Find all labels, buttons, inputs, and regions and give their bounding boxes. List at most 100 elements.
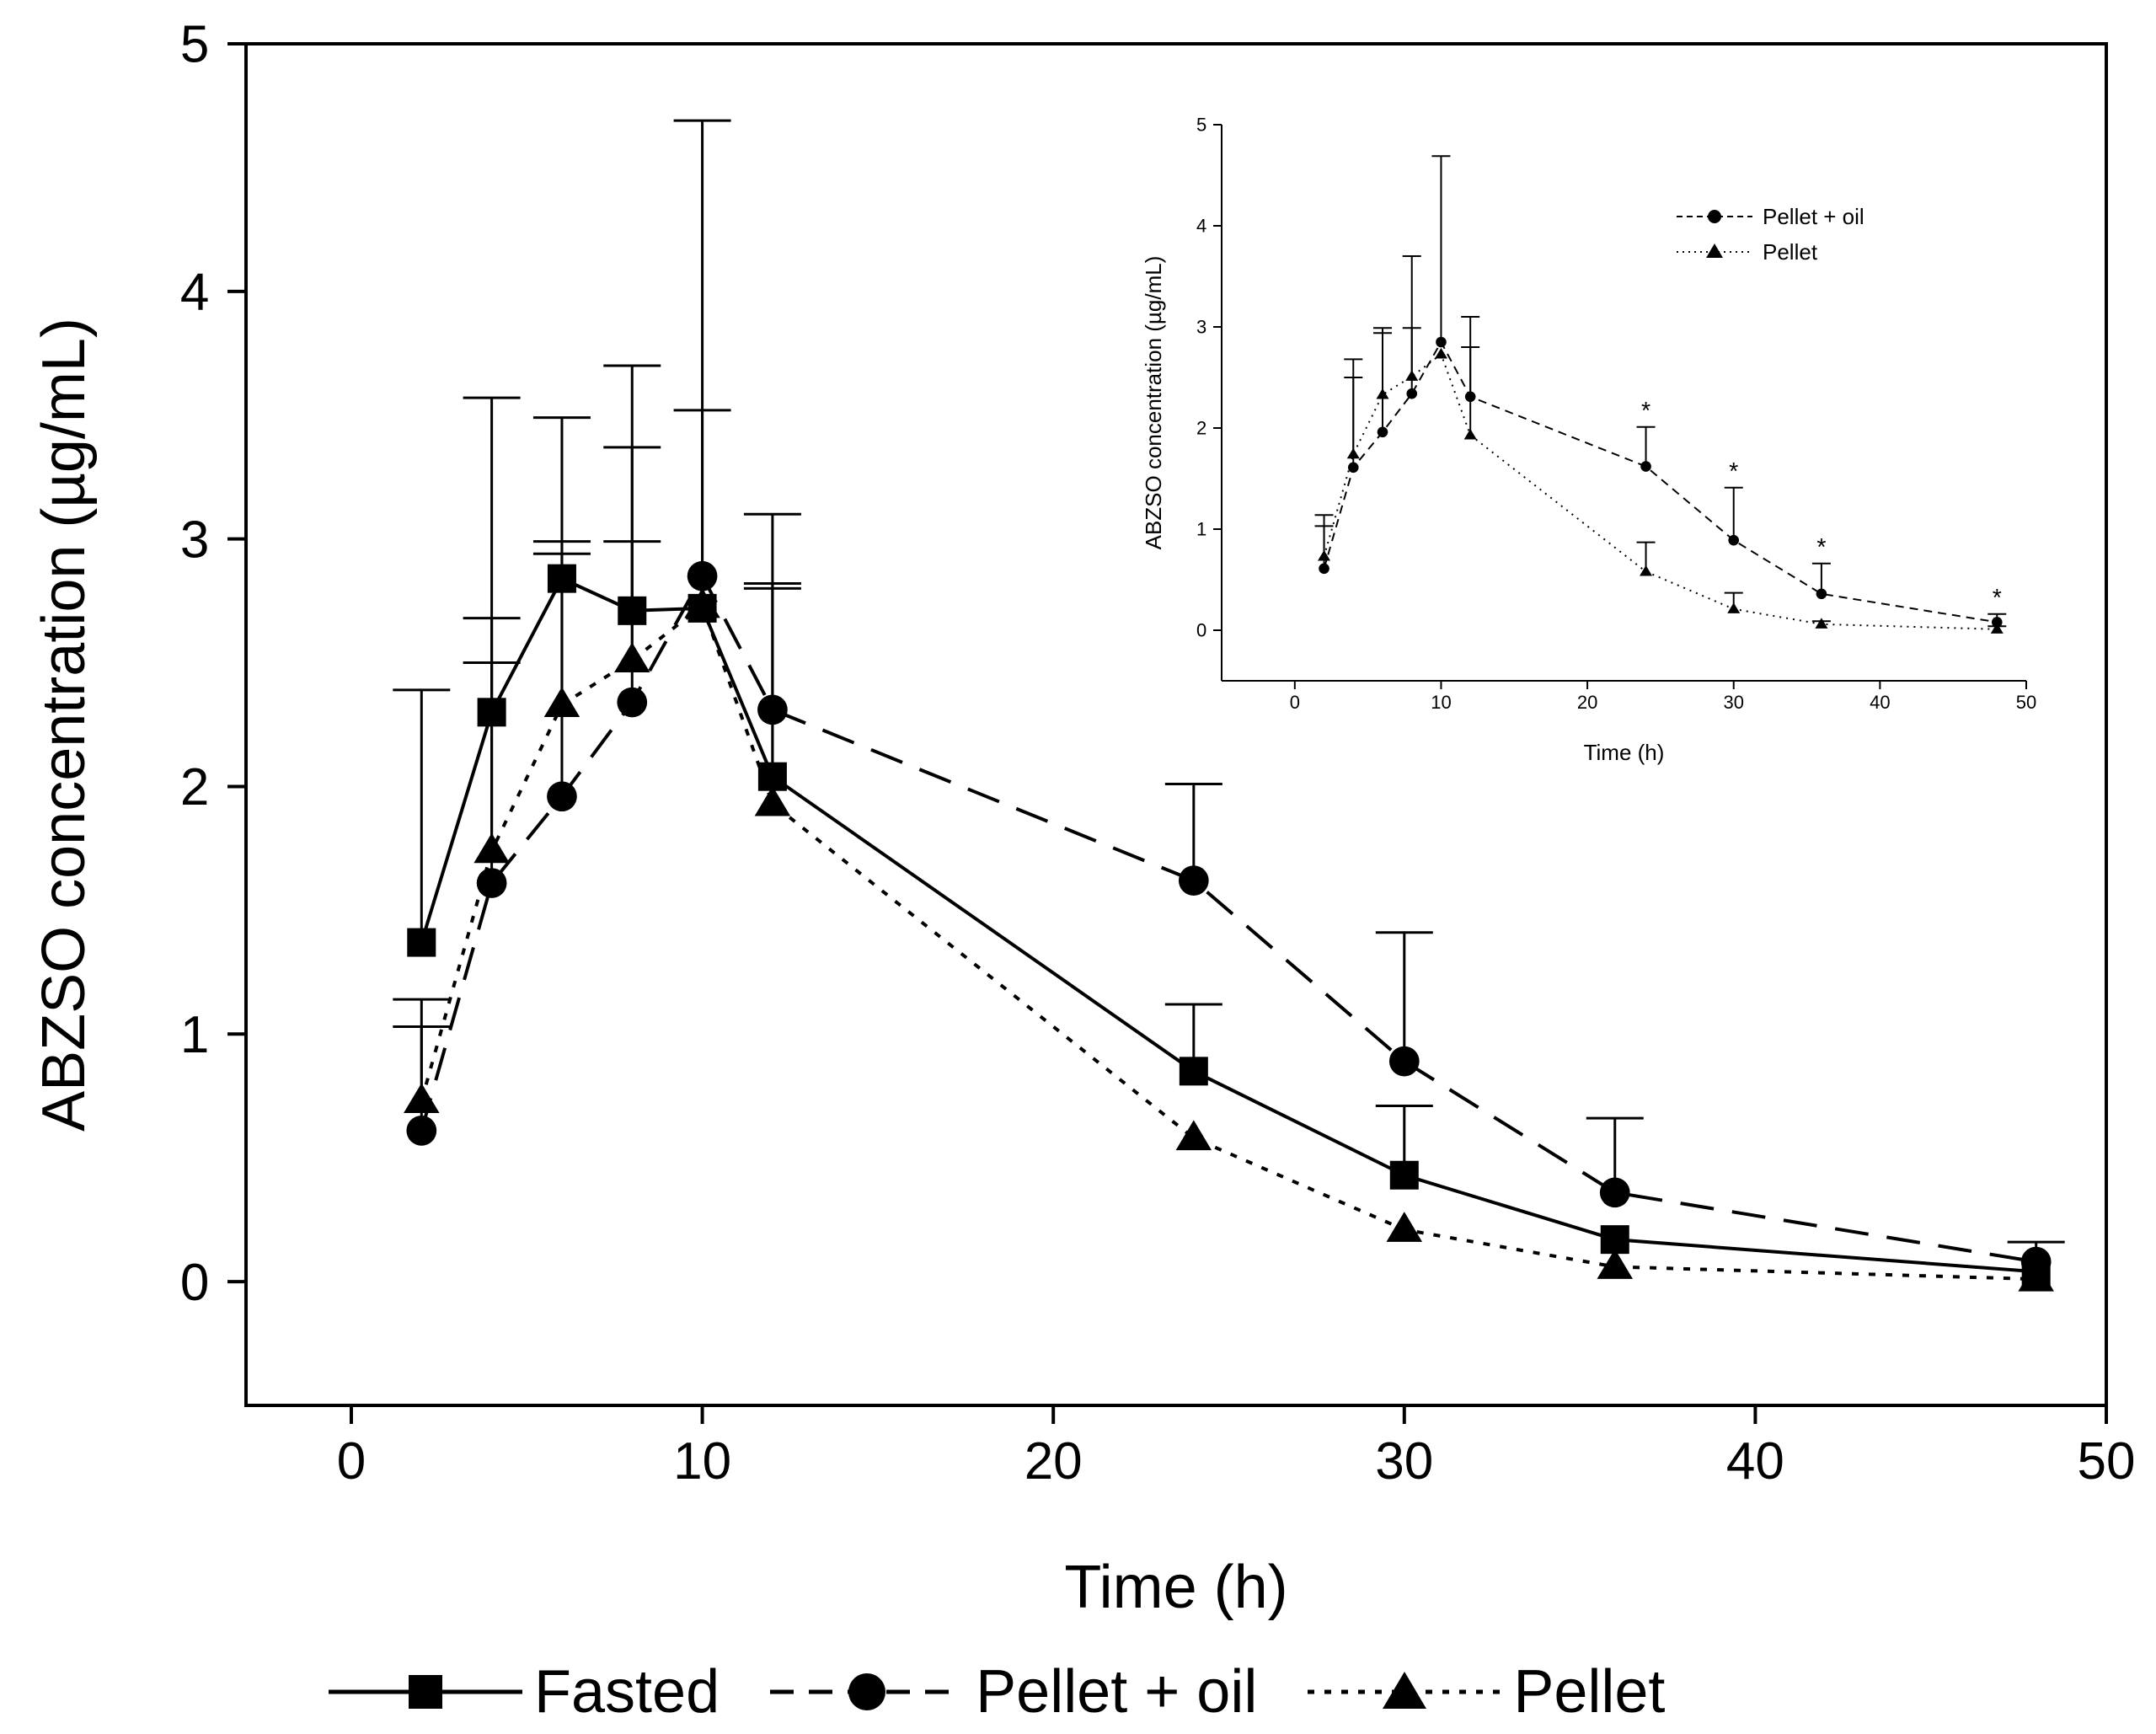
x-tick-label: 20 bbox=[1577, 692, 1597, 713]
inset-legend-marker bbox=[1708, 210, 1721, 223]
legend-swatch-pellet-oil bbox=[770, 1673, 965, 1710]
y-axis-label: ABZSO concentration (µg/mL) bbox=[1141, 256, 1166, 550]
data-point bbox=[1377, 426, 1388, 438]
x-tick-label: 40 bbox=[1726, 1432, 1784, 1490]
data-point bbox=[1319, 563, 1329, 575]
data-point bbox=[617, 687, 648, 718]
data-point bbox=[1405, 370, 1419, 381]
legend-label-pellet: Pellet bbox=[1513, 1658, 1666, 1726]
x-tick-label: 30 bbox=[1723, 692, 1743, 713]
y-tick-label: 5 bbox=[180, 16, 209, 74]
legend-swatch-fasted bbox=[329, 1675, 522, 1709]
data-point bbox=[1388, 1046, 1420, 1077]
y-tick-label: 2 bbox=[1196, 418, 1206, 439]
data-point bbox=[1178, 865, 1209, 896]
data-point bbox=[1816, 588, 1827, 600]
data-point bbox=[1640, 565, 1653, 576]
x-axis-label: Time (h) bbox=[1584, 740, 1665, 765]
data-point bbox=[1991, 617, 2003, 628]
data-point bbox=[1436, 336, 1447, 348]
inset-legend: Pellet + oil Pellet bbox=[1677, 204, 1864, 265]
series-line bbox=[420, 576, 2036, 1274]
data-point bbox=[1727, 602, 1741, 613]
data-point bbox=[1347, 462, 1359, 474]
y-tick-label: 1 bbox=[180, 1006, 209, 1064]
data-point bbox=[407, 928, 436, 957]
significance-annotation: * bbox=[1816, 534, 1826, 561]
series-pellet bbox=[1314, 255, 2007, 634]
series-pellet-oil bbox=[1314, 155, 2007, 628]
legend-label-pellet-oil: Pellet + oil bbox=[976, 1658, 1258, 1726]
x-tick-label: 10 bbox=[673, 1432, 731, 1490]
inset-chart: 0 10 20 30 40 50 0 1 2 3 4 5 Time (h) ABZSO concentra… bbox=[1141, 115, 2036, 765]
data-point bbox=[1386, 1212, 1423, 1242]
data-point bbox=[1640, 461, 1651, 472]
series-line bbox=[420, 602, 2036, 1282]
data-point bbox=[1406, 388, 1418, 399]
data-point bbox=[1318, 549, 1331, 561]
data-point bbox=[404, 1083, 440, 1114]
series-pellet bbox=[393, 364, 2054, 1292]
data-point bbox=[1815, 618, 1828, 629]
x-tick-label: 30 bbox=[1375, 1432, 1433, 1490]
series-line bbox=[420, 572, 2037, 1264]
y-axis-label: ABZSO concentration (µg/mL) bbox=[30, 318, 98, 1132]
y-tick-label: 0 bbox=[180, 1254, 209, 1312]
y-tick-label: 1 bbox=[1196, 519, 1206, 540]
data-point bbox=[1434, 347, 1447, 359]
data-point bbox=[1179, 1057, 1208, 1086]
x-tick-label: 50 bbox=[2078, 1432, 2136, 1490]
significance-annotation: * bbox=[1729, 458, 1738, 485]
data-point bbox=[687, 560, 718, 591]
data-point bbox=[547, 781, 577, 812]
legend-item-pellet-oil: Pellet + oil bbox=[770, 1657, 1257, 1726]
x-tick-label: 0 bbox=[1290, 692, 1300, 713]
inset-legend-marker bbox=[1706, 244, 1723, 258]
series-line bbox=[1323, 352, 1998, 630]
data-point bbox=[2018, 1260, 2054, 1292]
main-legend: Fasted Pellet + oil Pellet bbox=[329, 1650, 1715, 1734]
x-axis-label: Time (h) bbox=[1064, 1554, 1287, 1621]
data-point bbox=[476, 868, 507, 898]
y-tick-label: 2 bbox=[180, 758, 209, 816]
x-tick-label: 0 bbox=[337, 1432, 366, 1490]
y-tick-label: 4 bbox=[1196, 216, 1206, 237]
x-tick-label: 50 bbox=[2016, 692, 2036, 713]
data-point bbox=[754, 785, 791, 816]
data-point bbox=[1175, 1120, 1212, 1151]
series-line bbox=[1323, 340, 1998, 623]
plot-frame bbox=[244, 42, 2108, 1407]
legend-swatch-pellet bbox=[1308, 1672, 1502, 1709]
inset-legend-label: Pellet bbox=[1763, 239, 1818, 265]
x-tick-label: 10 bbox=[1431, 692, 1451, 713]
data-point bbox=[1346, 447, 1360, 459]
legend-label-fasted: Fasted bbox=[534, 1658, 720, 1726]
y-tick-label: 0 bbox=[1196, 620, 1206, 641]
data-point bbox=[1376, 388, 1389, 399]
legend-item-fasted: Fasted bbox=[329, 1657, 720, 1726]
x-tick-label: 20 bbox=[1025, 1432, 1083, 1490]
data-point bbox=[1599, 1177, 1630, 1208]
y-tick-label: 3 bbox=[180, 511, 209, 569]
y-tick-label: 5 bbox=[1196, 115, 1206, 136]
data-point bbox=[1990, 623, 2004, 634]
data-point bbox=[1597, 1249, 1634, 1279]
data-point bbox=[1728, 534, 1740, 546]
data-point bbox=[406, 1116, 437, 1146]
inset-legend-label: Pellet + oil bbox=[1763, 204, 1864, 229]
data-point bbox=[614, 642, 650, 673]
y-tick-label: 4 bbox=[180, 264, 209, 322]
data-point bbox=[684, 587, 720, 618]
significance-annotation: * bbox=[1641, 398, 1650, 425]
series-pellet-oil bbox=[393, 119, 2065, 1277]
data-point bbox=[543, 687, 580, 717]
legend-item-pellet: Pellet bbox=[1308, 1657, 1665, 1726]
data-point bbox=[473, 832, 510, 864]
x-tick-label: 40 bbox=[1870, 692, 1890, 713]
significance-annotation: * bbox=[1993, 585, 2002, 612]
data-point bbox=[1389, 1160, 1419, 1190]
data-point bbox=[1463, 428, 1477, 440]
